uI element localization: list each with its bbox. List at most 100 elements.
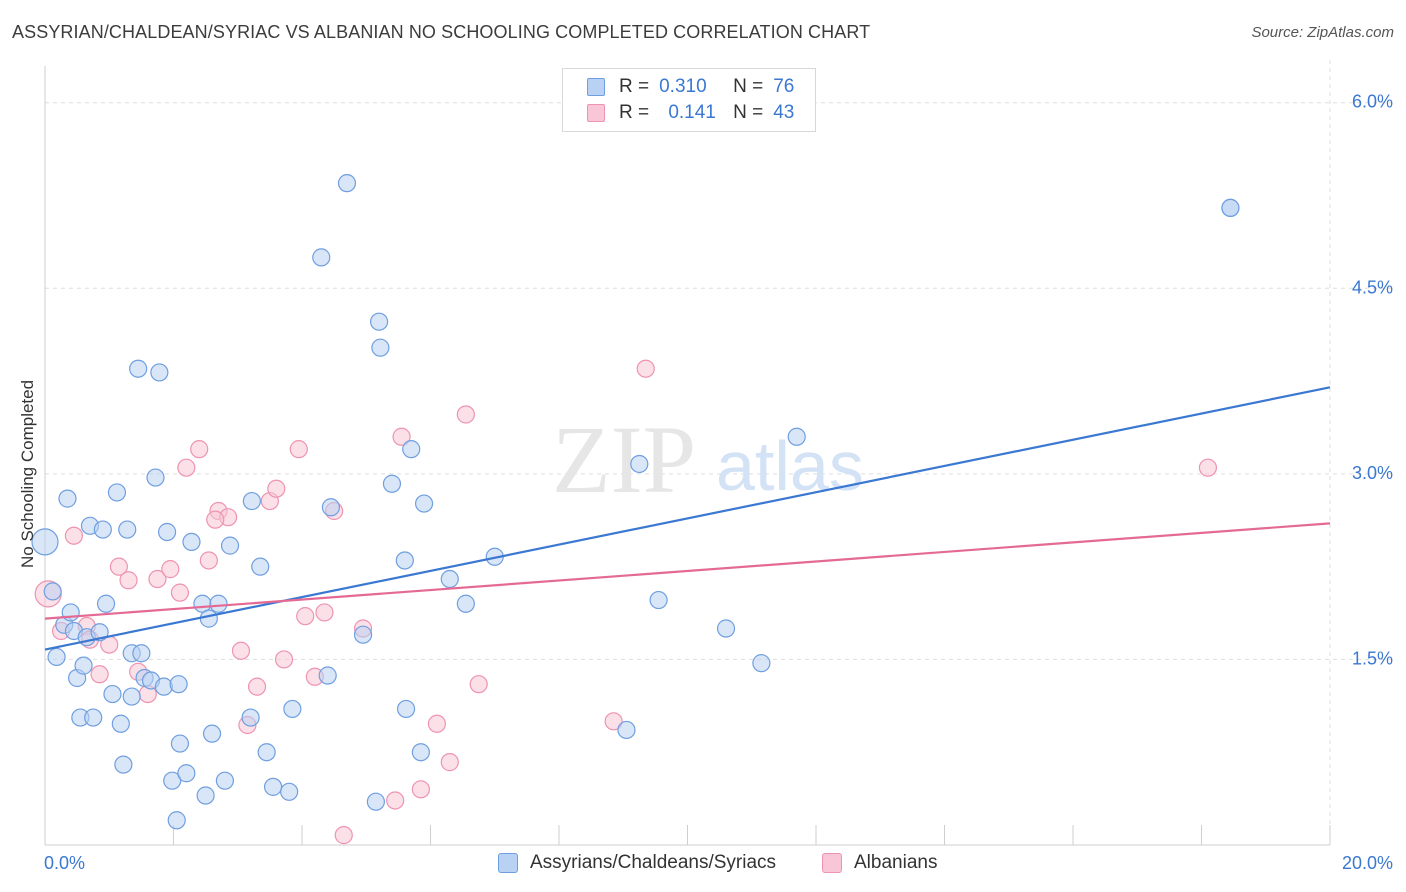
y-axis-label-wrap: No Schooling Completed — [18, 380, 38, 568]
assyrians-point — [752, 654, 771, 673]
assyrians-point — [103, 684, 122, 704]
assyrians-point — [321, 498, 341, 517]
assyrians-point — [177, 764, 196, 783]
assyrians-point — [84, 708, 103, 727]
series-legend-label: Albanians — [854, 852, 938, 873]
assyrians-point — [58, 489, 77, 508]
albanians-point — [177, 458, 196, 477]
legend-n-label: N = — [733, 102, 764, 123]
assyrians-point — [241, 708, 260, 727]
assyrians-point — [182, 532, 201, 552]
assyrians-point — [215, 771, 234, 790]
albanians-point — [315, 603, 334, 622]
grid-layer — [45, 60, 1392, 845]
assyrians-point — [61, 603, 80, 622]
assyrians-point — [440, 569, 459, 589]
assyrians-point — [43, 582, 62, 601]
legend-swatch-pink — [587, 104, 605, 122]
albanians-point — [296, 607, 315, 626]
axis-layer — [44, 66, 1331, 846]
assyrians-point — [337, 174, 357, 193]
albanians-point — [247, 677, 267, 696]
albanians-point — [119, 571, 138, 590]
assyrians-point — [74, 656, 93, 675]
assyrians-point — [395, 551, 414, 570]
assyrians-point — [107, 483, 127, 502]
assyrians-point — [111, 714, 130, 733]
assyrians-point — [370, 312, 389, 331]
series-swatch-pink — [822, 853, 842, 873]
albanians-point — [109, 557, 128, 576]
assyrians-point — [157, 522, 177, 542]
chart-title: ASSYRIAN/CHALDEAN/SYRIAC VS ALBANIAN NO … — [12, 22, 871, 42]
y-tick-label: 1.5% — [1352, 648, 1393, 668]
albanians-point — [64, 526, 84, 545]
legend-r-value: 0.141 — [668, 102, 716, 123]
watermark-zip: ZIP — [552, 406, 696, 513]
assyrians-point — [456, 594, 475, 613]
assyrians-point — [630, 454, 649, 474]
assyrians-point — [411, 743, 430, 762]
assyrians-point — [163, 771, 182, 790]
correlation-legend: R = 0.310 N = 76 R = 0.141 N = 43 — [562, 68, 816, 132]
assyrians-point — [251, 557, 270, 576]
series-legend-assyrians[interactable]: Assyrians/Chaldeans/Syriacs — [498, 852, 776, 874]
assyrians-point — [318, 666, 337, 685]
albanians-point — [1198, 458, 1218, 477]
albanians-point — [469, 675, 488, 694]
assyrians-point — [382, 474, 402, 493]
assyrians-point — [414, 494, 434, 513]
assyrians-point — [169, 675, 188, 694]
assyrians-point — [150, 363, 169, 382]
assyrians-point — [716, 619, 736, 638]
trend-layer — [44, 386, 1331, 651]
source-credit: Source: ZipAtlas.com — [1251, 24, 1394, 41]
assyrians-point — [96, 594, 116, 613]
assyrians-point — [146, 468, 165, 487]
series-legend-albanians[interactable]: Albanians — [822, 852, 937, 874]
assyrians-point — [31, 528, 59, 556]
albanians-point — [456, 405, 475, 424]
albanians-point — [231, 641, 251, 660]
assyrians-point — [118, 520, 137, 539]
assyrians-point — [114, 755, 133, 774]
albanians-points — [34, 359, 1218, 845]
albanians-point — [427, 714, 447, 733]
albanians-point — [170, 583, 190, 602]
legend-n-value: 76 — [773, 76, 795, 97]
y-axis-label: No Schooling Completed — [18, 379, 37, 568]
assyrians-point — [132, 644, 151, 663]
assyrians-point — [93, 520, 112, 539]
albanians-point — [190, 440, 209, 459]
y-tick-label: 3.0% — [1352, 463, 1393, 483]
assyrians-point — [617, 720, 636, 740]
legend-r-label: R = — [619, 76, 650, 97]
legend-row-assyrians: R = 0.310 N = 76 — [587, 74, 794, 100]
legend-swatch-blue — [587, 78, 605, 96]
albanians-point — [148, 569, 167, 589]
albanians-point — [289, 440, 308, 459]
assyrians-point — [366, 792, 385, 811]
assyrians-point — [47, 647, 66, 667]
assyrians-point — [787, 427, 806, 446]
albanians-point — [411, 780, 430, 799]
albanians-point — [274, 650, 294, 669]
watermark: ZIP atlas — [552, 406, 864, 513]
assyrians-point — [122, 687, 141, 706]
assyrians-point — [167, 811, 186, 830]
x-tick-label: 0.0% — [44, 853, 85, 873]
albanians-point — [604, 712, 623, 731]
albanians-point — [334, 826, 353, 845]
x-tick-label: 20.0% — [1342, 853, 1393, 873]
series-legend: Assyrians/Chaldeans/Syriacs Albanians — [0, 852, 1406, 878]
assyrians-point — [649, 590, 668, 610]
y-tick-label: 6.0% — [1352, 92, 1393, 112]
assyrians-point — [170, 734, 190, 753]
albanians-point — [90, 665, 109, 684]
legend-r-label: R = — [619, 102, 650, 123]
albanians-point — [392, 427, 411, 446]
assyrians-point — [312, 248, 331, 267]
assyrians-point — [371, 338, 390, 357]
assyrians-point — [257, 743, 276, 762]
